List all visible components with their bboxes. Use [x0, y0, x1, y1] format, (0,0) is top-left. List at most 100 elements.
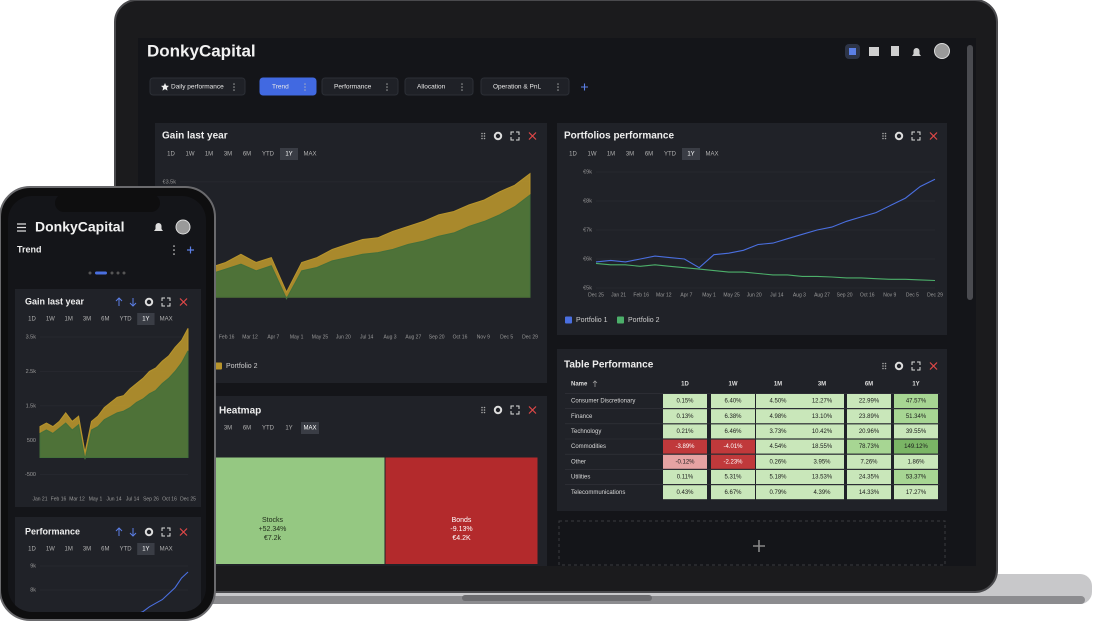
range-button[interactable]: YTD — [120, 317, 133, 323]
range-button[interactable]: YTD — [120, 547, 133, 553]
menu-icon[interactable] — [17, 223, 26, 232]
column-header[interactable]: 6M — [865, 382, 873, 388]
add-tab[interactable] — [187, 246, 194, 254]
icon-bell[interactable] — [154, 223, 163, 231]
column-header[interactable]: Name — [571, 382, 588, 388]
range-button[interactable]: 1W — [46, 547, 55, 553]
table-cell — [894, 470, 938, 484]
fullscreen-icon[interactable] — [510, 405, 520, 415]
close-icon[interactable] — [528, 132, 537, 140]
range-button[interactable]: 3M — [83, 547, 91, 553]
close-icon[interactable] — [179, 298, 188, 306]
icon-bell[interactable] — [912, 48, 921, 56]
range-button[interactable]: MAX — [160, 547, 173, 553]
range-button[interactable]: 1W — [588, 152, 597, 158]
legend-swatch[interactable] — [565, 316, 572, 324]
widget-portfolios — [557, 123, 947, 335]
settings-icon[interactable] — [894, 361, 904, 371]
avatar[interactable] — [175, 219, 191, 235]
settings-icon[interactable] — [493, 405, 503, 415]
range-button[interactable]: 1W — [46, 317, 55, 323]
range-button[interactable]: 1Y — [687, 152, 694, 158]
x-tick-label: Oct 16 — [860, 292, 875, 298]
fullscreen-icon[interactable] — [911, 131, 921, 141]
legend-label[interactable]: Portfolio 2 — [226, 363, 258, 370]
range-button[interactable]: 1Y — [285, 152, 292, 158]
close-icon[interactable] — [929, 132, 938, 140]
range-button[interactable]: 6M — [243, 426, 251, 432]
column-header[interactable]: 1M — [774, 382, 782, 388]
close-icon[interactable] — [179, 528, 188, 536]
move-up[interactable] — [115, 297, 123, 306]
range-button[interactable]: 1D — [28, 317, 36, 323]
add-tab[interactable] — [581, 83, 588, 91]
range-button[interactable]: 1D — [167, 152, 175, 158]
range-button[interactable]: 3M — [224, 152, 232, 158]
icon-bank[interactable] — [869, 47, 879, 56]
range-button[interactable]: 6M — [101, 317, 109, 323]
settings-icon[interactable] — [144, 527, 154, 537]
x-tick-label: Feb 16 — [633, 292, 649, 298]
legend-label[interactable]: Portfolio 2 — [628, 317, 660, 324]
move-down[interactable] — [129, 528, 137, 537]
tab[interactable] — [259, 77, 317, 96]
x-tick-label: Dec 5 — [500, 334, 513, 340]
column-header[interactable]: 1D — [681, 382, 689, 388]
range-button[interactable]: YTD — [664, 152, 677, 158]
range-button[interactable]: 1Y — [142, 547, 149, 553]
table-cell — [800, 409, 844, 424]
fullscreen-icon[interactable] — [510, 131, 520, 141]
tab[interactable] — [404, 77, 474, 96]
column-header[interactable]: 1Y — [912, 382, 919, 388]
table-value: -0.12% — [675, 459, 695, 465]
close-icon[interactable] — [929, 362, 938, 370]
range-button[interactable]: MAX — [303, 426, 316, 432]
range-button[interactable]: MAX — [303, 152, 316, 158]
settings-icon[interactable] — [894, 131, 904, 141]
close-icon[interactable] — [528, 406, 537, 414]
range-button[interactable]: 1M — [607, 152, 615, 158]
range-button[interactable]: YTD — [262, 152, 275, 158]
range-button[interactable]: 6M — [243, 152, 251, 158]
tab[interactable] — [321, 77, 399, 96]
range-button[interactable]: 1W — [186, 152, 195, 158]
range-button[interactable]: MAX — [160, 317, 173, 323]
area — [179, 193, 531, 300]
fullscreen-icon[interactable] — [911, 361, 921, 371]
legend-label[interactable]: Portfolio 1 — [576, 317, 608, 324]
move-up[interactable] — [115, 527, 123, 536]
range-button[interactable]: 3M — [83, 317, 91, 323]
range-button[interactable]: MAX — [705, 152, 718, 158]
legend-swatch[interactable] — [215, 362, 222, 370]
settings-icon[interactable] — [493, 131, 503, 141]
range-button[interactable]: 6M — [645, 152, 653, 158]
fullscreen-icon[interactable] — [161, 297, 171, 307]
range-button[interactable]: 1D — [28, 547, 36, 553]
range-button[interactable]: 1M — [64, 547, 72, 553]
table-cell — [847, 470, 891, 484]
tab[interactable] — [149, 77, 246, 96]
add-widget[interactable] — [558, 520, 946, 566]
legend-swatch[interactable] — [617, 316, 624, 324]
icon-doc[interactable] — [891, 46, 899, 56]
range-button[interactable]: 1Y — [142, 317, 149, 323]
avatar[interactable] — [934, 43, 950, 59]
range-button[interactable]: 3M — [224, 426, 232, 432]
range-button[interactable]: 6M — [101, 547, 109, 553]
move-down[interactable] — [129, 298, 137, 307]
settings-icon[interactable] — [144, 297, 154, 307]
column-header[interactable]: 1W — [729, 382, 738, 388]
column-header[interactable]: 3M — [818, 382, 826, 388]
range-button[interactable]: 1Y — [285, 426, 292, 432]
fullscreen-icon[interactable] — [161, 527, 171, 537]
range-button[interactable]: 1D — [569, 152, 577, 158]
grip-dot — [483, 132, 486, 135]
range-button[interactable]: 3M — [626, 152, 634, 158]
range-button[interactable]: YTD — [262, 426, 275, 432]
tab[interactable] — [480, 77, 570, 96]
range-button[interactable]: 1M — [205, 152, 213, 158]
range-button[interactable]: 1M — [64, 317, 72, 323]
heatmap-tile[interactable] — [384, 456, 539, 565]
table-value: 0.15% — [676, 399, 694, 405]
